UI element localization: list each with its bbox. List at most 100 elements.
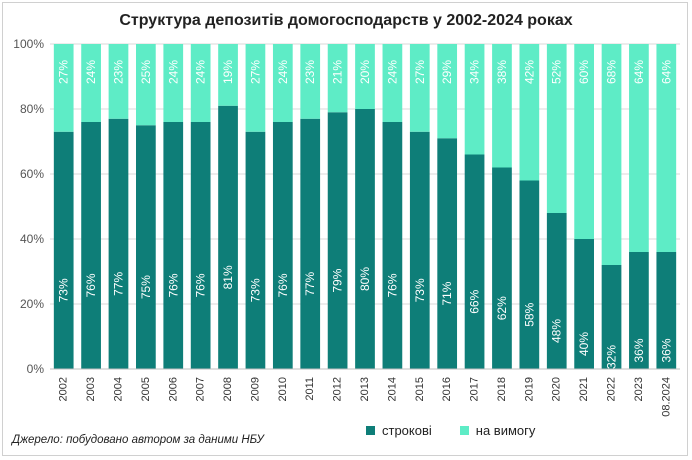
data-label-term: 32% xyxy=(605,345,619,369)
data-label-term: 36% xyxy=(659,338,673,362)
bar-demand xyxy=(218,44,238,106)
bar-term xyxy=(272,122,293,369)
bar-term xyxy=(656,252,677,369)
x-tick-label: 2007 xyxy=(195,377,207,401)
data-label-demand: 24% xyxy=(166,60,180,84)
legend-label-term: строкові xyxy=(382,423,432,438)
y-tick-label: 60% xyxy=(20,167,44,181)
bar-demand xyxy=(629,44,649,252)
data-label-term: 81% xyxy=(221,265,235,289)
bar-term xyxy=(382,122,403,369)
bar-term xyxy=(190,122,211,369)
data-label-term: 73% xyxy=(57,278,71,302)
bar-demand xyxy=(656,44,677,252)
data-label-term: 36% xyxy=(632,338,646,362)
legend-item-term: строкові xyxy=(366,423,432,438)
bar-demand xyxy=(437,44,458,139)
data-label-demand: 52% xyxy=(550,60,564,84)
x-tick-label: 2006 xyxy=(167,377,179,401)
data-label-term: 73% xyxy=(413,278,427,302)
data-label-demand: 34% xyxy=(468,60,482,84)
data-label-demand: 64% xyxy=(632,60,646,84)
bar-term xyxy=(629,252,649,369)
data-label-demand: 64% xyxy=(659,60,673,84)
bar-term xyxy=(601,265,622,369)
x-tick-label: 2004 xyxy=(112,377,124,401)
data-label-term: 75% xyxy=(139,275,153,299)
bar-term xyxy=(546,213,567,369)
bar-demand xyxy=(300,44,321,119)
x-tick-label: 2012 xyxy=(332,377,344,401)
data-label-demand: 19% xyxy=(221,60,235,84)
data-label-demand: 24% xyxy=(385,60,399,84)
data-label-term: 77% xyxy=(303,272,317,296)
bar-term xyxy=(519,180,540,369)
data-label-term: 48% xyxy=(550,319,564,343)
data-label-term: 76% xyxy=(194,273,208,297)
bar-demand xyxy=(190,44,211,122)
x-tick-label: 2017 xyxy=(469,377,481,401)
x-tick-label: 2022 xyxy=(606,377,618,401)
data-label-demand: 27% xyxy=(248,60,262,84)
bar-term xyxy=(437,138,458,369)
bars: 73% 27% 76% 24% 77% 23% 75% 25% 76% 24% 76% 24% 81% 1… xyxy=(53,44,677,369)
y-tick-label: 40% xyxy=(20,232,44,246)
bar-demand xyxy=(492,44,512,168)
data-label-term: 76% xyxy=(84,273,98,297)
bar-demand xyxy=(382,44,403,122)
x-tick-label: 2010 xyxy=(277,377,289,401)
legend-swatch-term xyxy=(366,426,375,435)
x-tick-label: 2009 xyxy=(249,377,261,401)
source-note: Джерело: побудовано автором за даними НБ… xyxy=(12,434,264,446)
bar-term xyxy=(409,131,430,369)
x-tick-label: 08.2024 xyxy=(660,377,672,417)
data-label-term: 77% xyxy=(111,272,125,296)
bar-demand xyxy=(81,44,101,122)
bar-demand xyxy=(519,44,540,181)
bar-term xyxy=(464,154,485,369)
bar-demand xyxy=(574,44,594,239)
data-label-term: 76% xyxy=(166,273,180,297)
bar-term xyxy=(327,112,348,369)
legend-swatch-demand xyxy=(459,426,469,435)
bar-demand xyxy=(272,44,293,122)
bar-term xyxy=(108,118,129,369)
data-label-demand: 27% xyxy=(57,60,71,84)
bar-demand xyxy=(601,44,622,265)
x-tick-label: 2016 xyxy=(441,377,453,401)
x-tick-label: 2020 xyxy=(551,377,563,401)
x-tick-label: 2019 xyxy=(523,377,535,401)
data-label-term: 62% xyxy=(495,296,509,320)
y-axis: 0% 20% 40% 60% 80% 100% xyxy=(13,37,44,376)
data-label-demand: 24% xyxy=(276,60,290,84)
bar-term xyxy=(136,125,156,369)
data-label-demand: 68% xyxy=(605,60,619,84)
legend-label-demand: на вимогу xyxy=(475,423,536,438)
data-label-demand: 38% xyxy=(495,60,509,84)
x-tick-label: 2013 xyxy=(359,377,371,401)
data-label-demand: 60% xyxy=(577,60,591,84)
bar-term xyxy=(245,131,266,369)
data-label-demand: 24% xyxy=(84,60,98,84)
data-label-term: 40% xyxy=(577,332,591,356)
x-tick-label: 2002 xyxy=(58,377,70,401)
data-label-demand: 23% xyxy=(303,60,317,84)
data-label-term: 58% xyxy=(522,302,536,326)
bar-term xyxy=(492,167,512,369)
y-tick-label: 100% xyxy=(13,37,44,51)
x-tick-label: 2005 xyxy=(140,377,152,401)
data-label-demand: 24% xyxy=(194,60,208,84)
data-label-term: 79% xyxy=(331,268,345,292)
data-label-demand: 23% xyxy=(111,60,125,84)
x-tick-label: 2003 xyxy=(85,377,97,401)
data-label-term: 76% xyxy=(276,273,290,297)
bar-term xyxy=(81,122,101,369)
data-label-term: 73% xyxy=(248,278,262,302)
bar-demand xyxy=(245,44,266,132)
x-axis: 2002 2003 2004 2005 2006 2007 2008 2009 2010 2011… xyxy=(50,368,680,417)
data-label-term: 80% xyxy=(358,267,372,291)
bar-demand xyxy=(327,44,348,113)
data-label-demand: 21% xyxy=(331,60,345,84)
data-label-demand: 25% xyxy=(139,60,153,84)
x-tick-label: 2008 xyxy=(222,377,234,401)
